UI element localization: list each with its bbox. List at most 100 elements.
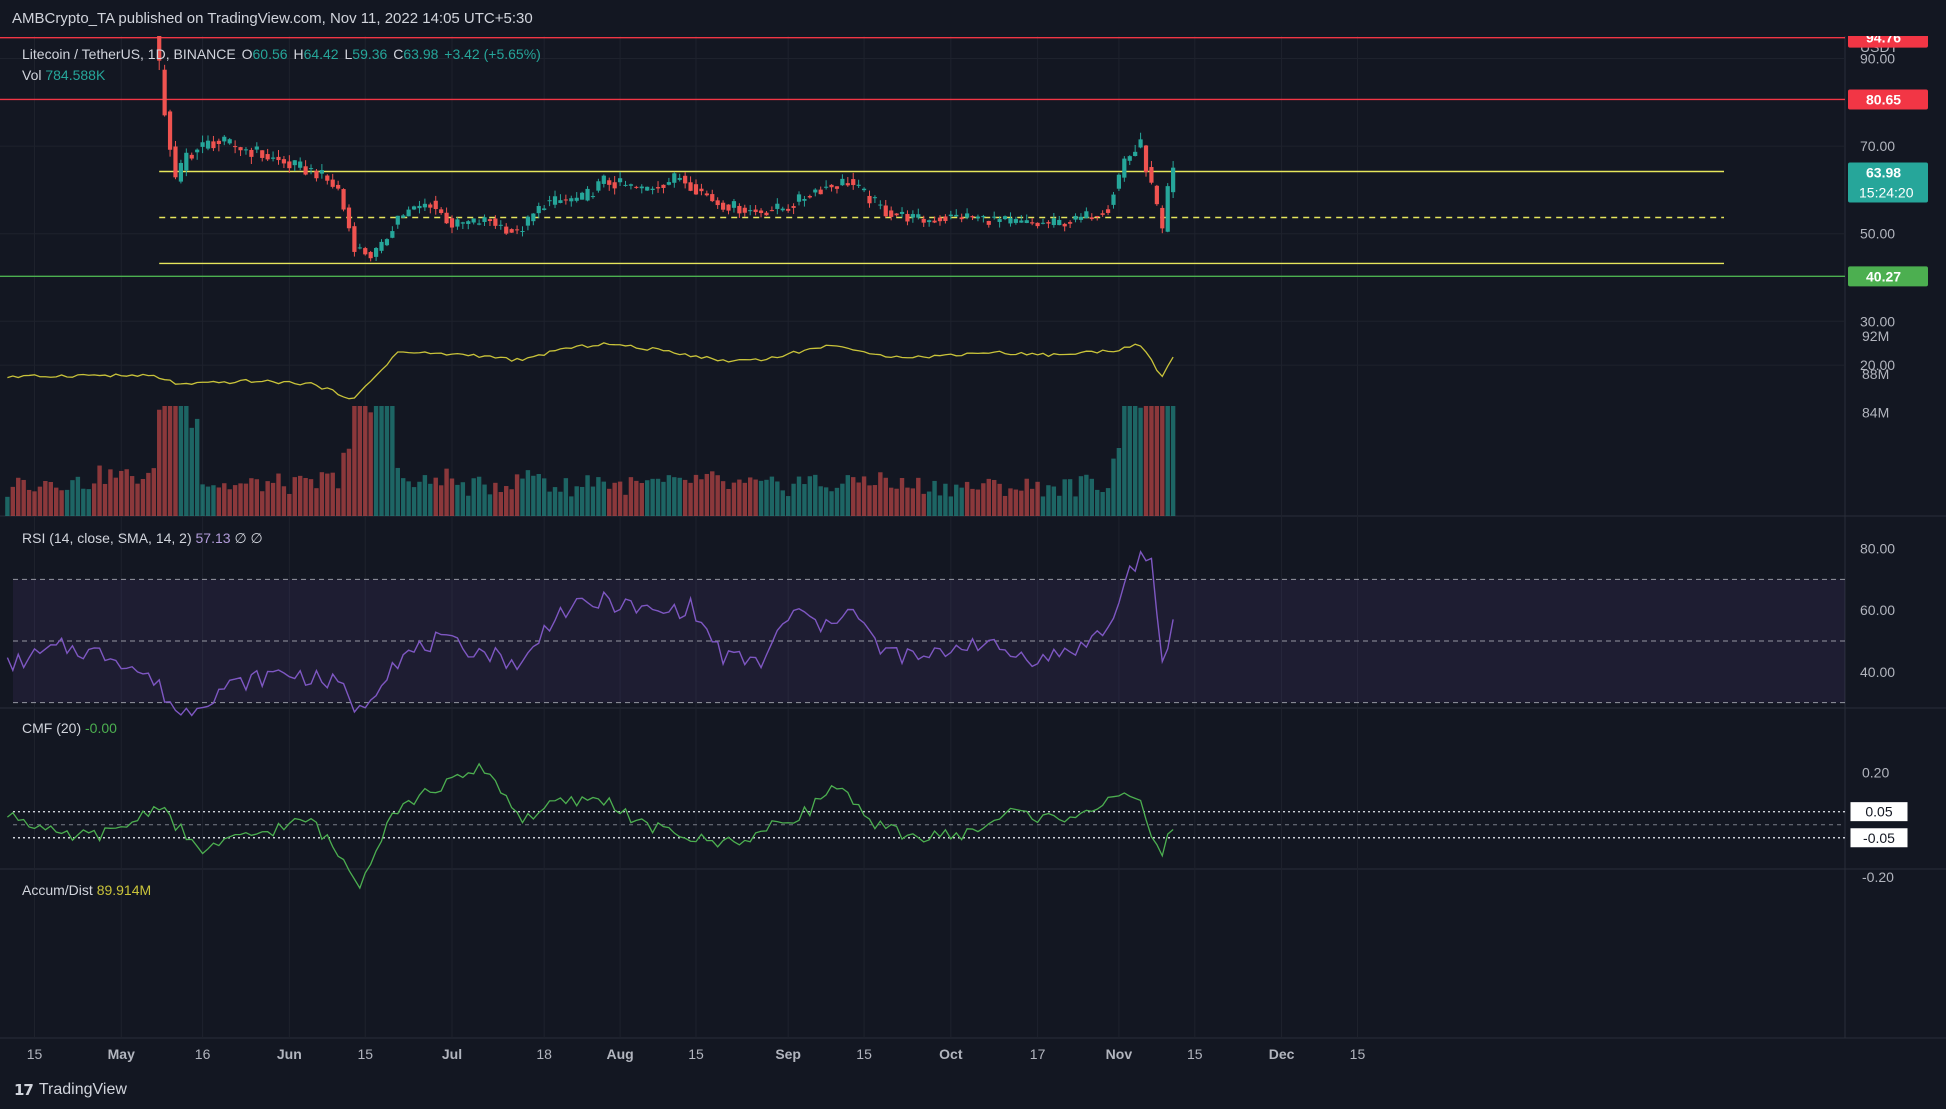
volume-bar [742,482,747,516]
volume-bar [525,470,531,516]
candle-body [1111,194,1116,205]
candle-body [943,216,948,221]
price-tick-label: 50.00 [1860,226,1895,242]
candle-body [764,212,769,216]
volume-bar [493,482,498,516]
volume-bar [70,480,75,516]
volume-bar [1073,496,1078,516]
candle-body [899,211,905,214]
volume-bar [254,479,260,516]
volume-bar [1051,486,1057,516]
candle-body [672,173,677,183]
volume-bar [37,486,43,516]
candle-body [1030,222,1035,224]
candle-body [1051,218,1056,226]
candle-body [184,152,189,171]
volume-bar [1149,406,1154,516]
time-tick-label: Nov [1106,1046,1133,1062]
open-value: 60.56 [252,46,288,62]
volume-bar [1116,447,1122,516]
volume-bar [1170,406,1176,516]
volume-bar [504,486,509,516]
candle-body [1046,222,1051,224]
candle-body [379,241,384,251]
volume-bar [932,480,937,516]
candle-body [802,199,807,201]
candle-body [1013,219,1018,223]
price-tick-label: 90.00 [1860,51,1895,67]
volume-bar [173,406,178,516]
candle-body [162,69,167,116]
candle-body [270,157,276,159]
volume-bar [715,475,720,516]
volume-bar [666,475,672,516]
candle-body [596,181,601,191]
candle-body [487,219,493,222]
volume-bar [796,476,802,516]
volume-bar [211,485,216,516]
volume-bar [623,494,628,516]
candle-body [737,205,742,214]
time-tick-label: Jun [277,1046,302,1062]
volume-bar [140,478,146,516]
volume-bar [520,478,525,516]
volume-bar [1084,474,1089,516]
time-tick-label: 18 [536,1046,552,1062]
candle-body [845,183,850,186]
time-tick-label: 15 [1187,1046,1203,1062]
cmf-marker-box [1849,801,1909,823]
volume-bar [471,478,476,516]
candle-body [211,141,216,149]
candle-body [954,214,959,217]
volume-bar [899,478,905,516]
tradingview-logo[interactable]: 17 TradingView [14,1081,127,1099]
volume-bar [878,472,883,516]
candle-body [363,248,368,255]
volume-bar [86,489,91,516]
volume-bar [769,476,775,516]
volume-bar [482,484,487,516]
volume-bar [32,491,37,516]
candle-body [775,203,780,209]
volume-bar [574,486,579,516]
volume-bar [1165,406,1170,516]
volume-bar [287,493,292,516]
candle-body [742,207,747,213]
candle-body [753,209,758,212]
candle-body [178,162,184,182]
candle-body [336,184,341,189]
chart-canvas[interactable]: USDT110.00100.0090.0070.0050.0030.0020.0… [0,36,1946,1071]
candle-body [341,189,346,210]
volume-bar [585,475,590,516]
ad-tick-label: 84M [1862,405,1889,421]
candle-body [834,186,840,189]
volume-bar [856,482,861,516]
time-tick-label: Dec [1269,1046,1295,1062]
candle-body [1154,185,1159,205]
candle-body [325,175,330,181]
candle-body [238,147,243,151]
price-marker-label: 40.27 [1866,268,1901,284]
volume-bar [368,412,373,516]
volume-bar [21,479,26,516]
candle-body [872,197,878,199]
publish-header: AMBCrypto_TA published on TradingView.co… [0,0,1946,36]
candle-body [650,188,655,191]
candle-body [352,226,357,252]
candle-body [536,206,541,214]
candle-body [623,184,628,186]
candle-body [357,247,362,249]
volume-bar [883,477,888,516]
candle-body [986,220,991,225]
candle-body [590,196,596,198]
candle-body [471,218,476,223]
volume-bar [151,468,156,516]
price-marker-label: 63.98 [1866,164,1901,180]
volume-bar [357,406,363,516]
volume-bar [119,470,124,516]
volume-bar [1127,406,1132,516]
volume-bar [314,488,319,516]
volume-bar [650,478,655,516]
close-label: C [393,46,404,62]
volume-bar [672,477,677,516]
